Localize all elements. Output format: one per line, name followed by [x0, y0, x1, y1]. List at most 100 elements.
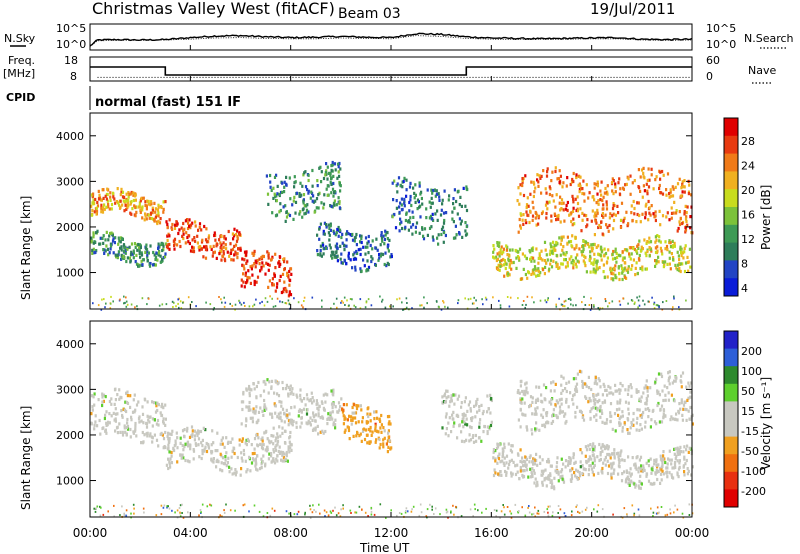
power-cell [410, 225, 413, 229]
velocity-cell [286, 413, 289, 417]
velocity-cell [233, 471, 236, 475]
velocity-cell [635, 421, 638, 425]
power-cell [464, 229, 467, 233]
power-cell [324, 171, 327, 175]
power-cell [633, 212, 636, 216]
y-tick-label: 1000 [56, 267, 84, 280]
power-cell [673, 244, 676, 248]
velocity-cell [186, 441, 189, 446]
power-cell [595, 260, 598, 264]
power-cell [337, 165, 340, 169]
velocity-cell [146, 400, 149, 404]
velocity-cell [153, 418, 156, 422]
power-cell [240, 284, 243, 288]
power-cell [338, 228, 342, 232]
velocity-cell [195, 443, 198, 447]
velocity-colorbar-tick: 50 [741, 385, 755, 398]
velocity-cell [254, 464, 257, 468]
velocity-cell [557, 472, 560, 476]
power-ground-cell [220, 298, 222, 301]
velocity-cell [257, 436, 260, 440]
power-cell [562, 201, 565, 205]
power-cell [585, 270, 588, 274]
power-ground-cell [485, 298, 488, 301]
power-cell [411, 232, 414, 236]
power-cell [690, 193, 693, 197]
velocity-cell [93, 403, 96, 407]
power-cell [135, 253, 138, 257]
power-cell [238, 232, 242, 237]
velocity-cell [153, 433, 156, 437]
velocity-colorbar-frame [723, 330, 739, 508]
velocity-cell [262, 389, 266, 393]
velocity-cell [256, 454, 259, 458]
power-cell [267, 202, 270, 206]
velocity-cell [624, 400, 628, 404]
velocity-ground-cell [182, 516, 185, 519]
velocity-cell [626, 417, 629, 421]
power-cell [366, 241, 369, 245]
velocity-cell [529, 467, 532, 471]
power-cell [386, 244, 389, 249]
power-cell [460, 219, 463, 223]
power-cell [674, 185, 677, 189]
power-cell [414, 230, 417, 234]
power-cell [325, 162, 328, 166]
velocity-ground-cell [200, 511, 202, 514]
power-cell [583, 199, 586, 203]
velocity-cell [386, 415, 390, 419]
velocity-cell [685, 418, 688, 422]
power-cell [650, 173, 653, 177]
power-cell [559, 253, 562, 257]
velocity-cell [516, 470, 519, 474]
power-cell [434, 194, 437, 198]
velocity-cell [560, 391, 563, 395]
velocity-ground-cell [673, 511, 675, 514]
velocity-cell [613, 451, 616, 455]
velocity-cell [569, 391, 572, 395]
velocity-ground-cell [431, 505, 433, 508]
velocity-cell [126, 427, 130, 431]
power-cell [610, 277, 613, 281]
velocity-cell [126, 394, 129, 398]
velocity-cell [630, 472, 633, 476]
power-cell [648, 211, 651, 215]
velocity-cell [387, 429, 390, 433]
velocity-cell [380, 423, 383, 427]
velocity-cell [654, 471, 657, 475]
power-cell [147, 213, 150, 217]
velocity-cell [494, 459, 497, 463]
velocity-cell [677, 409, 680, 413]
velocity-cell [576, 477, 579, 481]
power-cell [390, 253, 393, 257]
power-cell [278, 192, 281, 196]
power-cell [347, 232, 350, 236]
velocity-cell [660, 372, 663, 376]
velocity-cell [446, 389, 449, 393]
velocity-cell [225, 436, 228, 440]
power-cell [614, 275, 617, 279]
power-cell [671, 245, 674, 249]
power-cell [426, 188, 429, 192]
velocity-cell [554, 469, 557, 473]
velocity-cell [556, 456, 559, 460]
power-cell [110, 231, 113, 235]
power-cell [343, 243, 346, 247]
power-cell [604, 186, 607, 191]
velocity-cell [118, 388, 121, 392]
velocity-cell [549, 389, 552, 393]
power-ground-cell [411, 307, 413, 310]
velocity-cell [280, 404, 283, 408]
power-ground-cell [274, 305, 277, 308]
velocity-cell [382, 445, 385, 449]
power-cell [315, 197, 319, 201]
power-cell [283, 185, 286, 189]
velocity-cell [528, 460, 531, 464]
power-cell [577, 183, 580, 187]
power-cell [322, 252, 325, 256]
velocity-cell [587, 473, 590, 477]
power-cell [564, 258, 567, 262]
velocity-ground-cell [434, 507, 437, 510]
power-cell [307, 210, 310, 214]
velocity-cell [582, 381, 585, 386]
